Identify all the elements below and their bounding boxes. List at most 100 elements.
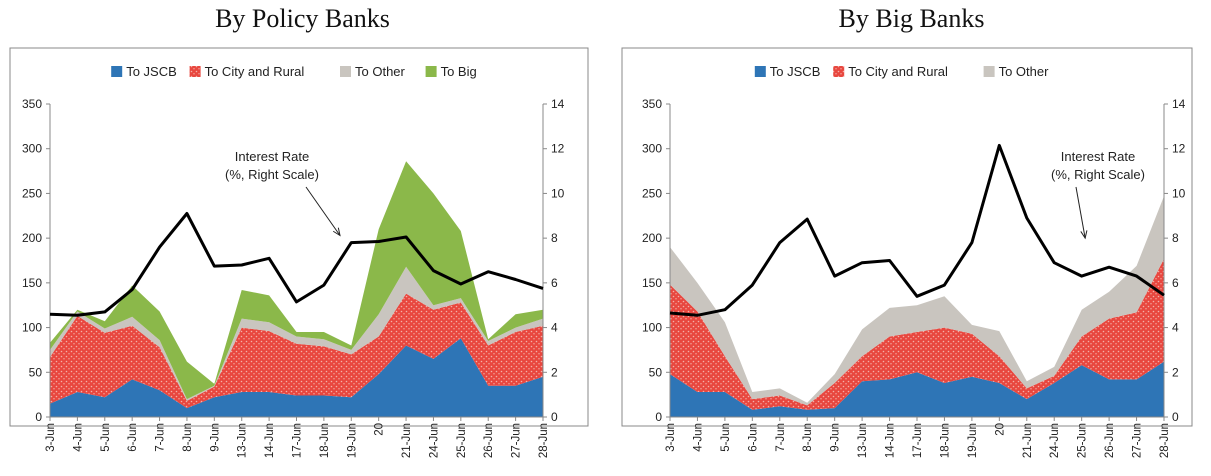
x-tick-label: 21-Jun	[401, 423, 413, 458]
y-tick-label-left: 250	[22, 186, 42, 200]
x-tick-label: 25-Jun	[456, 423, 468, 458]
annotation-arrow	[305, 186, 341, 236]
y-tick-label-left: 200	[642, 231, 662, 245]
x-tick-label: 26-Jun	[1104, 423, 1116, 458]
legend-swatch-to-other	[983, 66, 995, 77]
x-tick-label: 8-Jun	[802, 423, 814, 452]
x-tick-label: 5-Jun	[100, 423, 112, 452]
legend-swatch-to-other	[340, 66, 351, 77]
annotation-arrowhead	[1080, 230, 1088, 240]
x-tick-label: 9-Jun	[209, 423, 221, 452]
x-tick-label: 14-Jun	[885, 423, 897, 458]
interest-rate-line	[669, 143, 1165, 317]
legend-swatch-to-city-and-rural	[189, 66, 201, 77]
y-tick-label-right: 12	[1172, 142, 1186, 156]
legend-swatch-to-big	[425, 66, 437, 77]
y-tick-label-left: 300	[22, 142, 42, 156]
chart-title-big-banks: By Big Banks	[838, 4, 985, 33]
x-tick-label: 13-Jun	[857, 423, 869, 458]
x-tick-label: 18-Jun	[939, 423, 951, 458]
interest-rate-line	[49, 212, 544, 317]
y-tick-label-left: 250	[642, 186, 662, 200]
x-tick-label: 20	[374, 423, 386, 436]
panel-big-banks: By Big Banks 0 50 100 150 200 250 300 350 0 2 4 6 8 1…	[612, 0, 1211, 476]
y-tick-label-left: 0	[655, 410, 662, 424]
x-tick-label: 27-Jun	[1132, 423, 1144, 458]
y-tick-label-left: 150	[642, 276, 662, 290]
x-tick-label: 9-Jun	[830, 423, 842, 452]
legend: To JSCB To City and Rural To Other	[754, 64, 1049, 79]
y-tick-label-right: 8	[1172, 231, 1179, 245]
x-tick-label: 19-Jun	[967, 423, 979, 458]
area-series-to-city-and-rural	[50, 293, 543, 409]
chart-big-banks: 0 50 100 150 200 250 300 350 0 2 4 6 8 10 12 14 3-Jun 4-J…	[621, 47, 1193, 458]
legend-label: To City and Rural	[848, 64, 948, 79]
y-tick-label-left: 350	[22, 97, 42, 111]
area-series-to-jscb	[50, 338, 543, 417]
legend: To JSCB To City and Rural To Other To Big	[111, 64, 477, 79]
x-tick-label: 21-Jun	[1022, 423, 1034, 458]
y-tick-label-right: 8	[551, 231, 558, 245]
y-tick-label-right: 2	[551, 365, 558, 379]
x-tick-label: 7-Jun	[155, 423, 167, 452]
y-tick-label-right: 0	[1172, 410, 1179, 424]
y-tick-label-right: 0	[551, 410, 558, 424]
legend-label: To Other	[355, 64, 406, 79]
area-series-to-other	[50, 266, 543, 401]
annotation-arrowhead	[332, 227, 341, 237]
x-tick-label: 5-Jun	[720, 423, 732, 452]
x-tick-label: 3-Jun	[665, 423, 677, 452]
x-tick-label: 28-Jun	[1159, 423, 1171, 458]
y-tick-label-left: 350	[642, 97, 662, 111]
x-tick-label: 6-Jun	[127, 423, 139, 452]
chart-title-policy-banks: By Policy Banks	[215, 4, 390, 33]
x-tick-label: 17-Jun	[912, 423, 924, 458]
x-tick-label: 4-Jun	[72, 423, 84, 452]
annotation-text: Interest Rate	[1061, 149, 1135, 164]
chart-policy-banks: 0 50 100 150 200 250 300 350 0 2 4 6 8 10 12 14 3-Jun 4-J…	[9, 47, 589, 458]
y-tick-label-left: 200	[22, 231, 42, 245]
x-tick-label: 8-Jun	[182, 423, 194, 452]
x-tick-label: 19-Jun	[346, 423, 358, 458]
stacked-areas	[670, 196, 1164, 417]
legend-swatch-to-jscb	[111, 66, 123, 77]
x-tick-label: 18-Jun	[319, 423, 331, 458]
legend-swatch-to-city-and-rural	[833, 66, 845, 77]
x-tick-label: 20	[994, 423, 1006, 436]
y-tick-label-right: 4	[1172, 321, 1179, 335]
y-tick-label-right: 6	[1172, 276, 1179, 290]
annotation: Interest Rate (%, Right Scale)	[1051, 149, 1145, 240]
annotation: Interest Rate (%, Right Scale)	[225, 149, 341, 237]
legend-label: To JSCB	[126, 64, 177, 79]
y-tick-label-right: 4	[551, 321, 558, 335]
area-series-to-city-and-rural	[670, 258, 1164, 410]
y-tick-label-left: 50	[29, 365, 43, 379]
legend-label: To JSCB	[770, 64, 821, 79]
y-tick-label-right: 14	[1172, 97, 1186, 111]
x-tick-label: 24-Jun	[428, 423, 440, 458]
annotation-text: Interest Rate	[235, 149, 309, 164]
x-tick-label: 7-Jun	[775, 423, 787, 452]
y-tick-label-left: 100	[642, 321, 662, 335]
y-tick-label-right: 2	[1172, 365, 1179, 379]
area-series-to-jscb	[670, 361, 1164, 417]
x-tick-label: 13-Jun	[237, 423, 249, 458]
x-tick-label: 3-Jun	[45, 423, 57, 452]
panel-policy-banks: By Policy Banks 0 50 100 150 200 250 300 350 0 2 4…	[0, 0, 605, 476]
y-tick-label-left: 100	[22, 321, 42, 335]
annotation-arrow	[1075, 186, 1086, 239]
y-tick-label-left: 0	[35, 410, 42, 424]
y-tick-label-left: 300	[642, 142, 662, 156]
x-tick-label: 6-Jun	[747, 423, 759, 452]
stacked-areas	[50, 161, 543, 417]
x-tick-label: 17-Jun	[292, 423, 304, 458]
y-tick-label-right: 14	[551, 97, 565, 111]
x-tick-label: 27-Jun	[511, 423, 523, 458]
area-series-to-big	[50, 161, 543, 400]
x-tick-label: 4-Jun	[692, 423, 704, 452]
x-tick-label: 24-Jun	[1049, 423, 1061, 458]
annotation-text: (%, Right Scale)	[225, 167, 319, 182]
y-tick-label-right: 10	[1172, 186, 1186, 200]
x-tick-label: 25-Jun	[1077, 423, 1089, 458]
y-tick-label-right: 12	[551, 142, 565, 156]
